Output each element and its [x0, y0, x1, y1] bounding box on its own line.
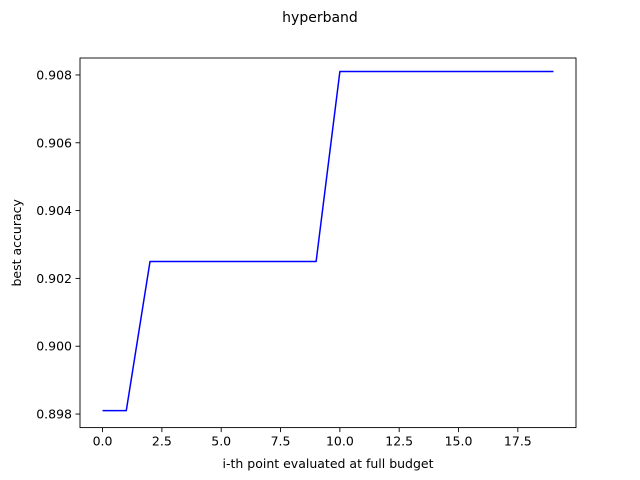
plot-area-frame	[79, 57, 577, 429]
x-tick-label: 10.0	[326, 434, 354, 449]
y-axis-label: best accuracy	[9, 198, 24, 286]
y-tick-label: 0.906	[36, 135, 72, 150]
x-tick-label: 7.5	[271, 434, 291, 449]
series-layer	[102, 70, 554, 412]
y-tick-label: 0.908	[36, 67, 72, 82]
x-tick-label: 5.0	[211, 434, 231, 449]
x-tick-label: 12.5	[385, 434, 413, 449]
y-tick-label: 0.900	[36, 339, 72, 354]
x-tick-label: 0.0	[93, 434, 113, 449]
y-tick-label: 0.898	[36, 407, 72, 422]
x-tick-label: 17.5	[504, 434, 532, 449]
y-axis-ticks: 0.898 0.900 0.902 0.904 0.906 0.908	[36, 67, 80, 422]
x-axis-ticks: 0.0 2.5 5.0 7.5 10.0 12.5 15.0 17.5	[93, 427, 532, 449]
y-tick-label: 0.904	[36, 203, 72, 218]
series-line	[102, 70, 554, 412]
chart-title: hyperband	[282, 10, 358, 26]
x-tick-label: 2.5	[152, 434, 172, 449]
x-tick-label: 15.0	[445, 434, 473, 449]
y-tick-label: 0.902	[36, 271, 72, 286]
x-axis-label: i-th point evaluated at full budget	[222, 456, 433, 471]
